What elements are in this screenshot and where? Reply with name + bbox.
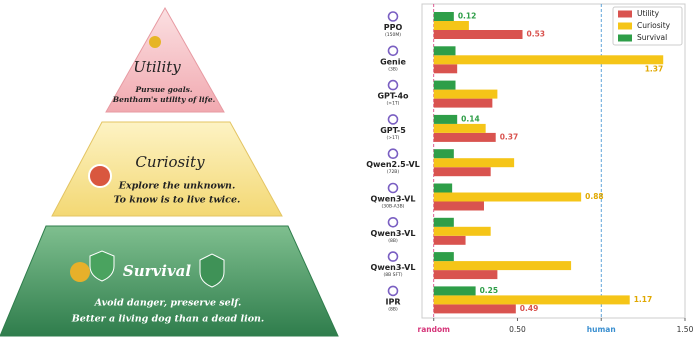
bar [433,304,516,314]
model-icon [387,114,399,125]
bar [433,183,453,193]
value-label: 1.17 [634,295,653,304]
bar [433,12,454,21]
bar [433,46,456,56]
x-tick-label: random [418,325,451,334]
y-tick-label: GPT-4o [377,92,409,101]
legend-label: Curiosity [637,21,671,30]
x-tick-label: human [587,325,616,334]
bar [433,64,458,74]
bar [433,149,454,159]
bar-chart: random 0.50 human 1.50 PPO(150M) 0.53 0.12 Geni… [366,3,694,334]
y-tick-label: Genie [380,57,406,66]
x-tick-label: 1.50 [677,325,694,334]
model-icon [387,45,399,57]
x-tick-label: 0.50 [509,325,526,334]
model-icon [387,251,399,262]
value-label: 0.12 [458,12,477,21]
bar [433,114,458,124]
y-tick-sublabel: (3B) [388,66,398,72]
y-tick-label: Qwen2.5-VL [366,160,420,169]
y-tick-label: PPO [384,23,403,32]
bar [433,30,523,39]
model-icon [387,79,399,91]
model-icon [387,148,399,159]
legend-label: Survival [637,33,667,42]
y-tick-sublabel: (8B) [388,306,398,312]
bar [433,252,454,262]
value-label: 0.25 [480,286,499,295]
shield-icon [199,253,225,288]
tier-text: Bentham's utility of life. [112,95,216,104]
tier-title: Survival [123,262,191,280]
value-label: 0.14 [461,114,480,123]
bar [433,80,456,90]
compass-icon [88,164,112,188]
model-icon [387,217,399,228]
utility-tier [105,6,225,113]
value-label: 0.53 [527,30,546,39]
bar [433,235,466,245]
tier-text: To know is to live twice. [114,195,241,206]
bar [433,167,491,177]
crown-icon [149,36,161,48]
model-icon [387,285,399,297]
value-label: 0.88 [585,192,604,201]
tier-title: Curiosity [135,153,205,171]
bar [433,132,496,142]
tier-title: Utility [133,58,181,76]
y-tick-sublabel: (72B) [387,169,400,175]
bar [433,21,469,30]
value-label: 0.37 [500,132,519,141]
bar [433,98,493,108]
bar [433,261,572,271]
y-tick-sublabel: (8B) [388,238,398,244]
bar [433,226,491,236]
model-icon [387,11,399,22]
tier-text: Avoid danger, preserve self. [94,298,242,309]
tier-text: Better a living dog than a dead lion. [71,314,265,325]
y-tick-label: GPT-5 [380,126,406,135]
survival-tier [0,225,339,337]
shield-icon [89,250,115,282]
value-label: 1.37 [645,64,664,73]
y-tick-sublabel: (150M) [385,32,401,38]
y-tick-label: Qwen3-VL [371,229,416,238]
legend-swatch [618,10,632,18]
bar [433,270,498,280]
legend-label: Utility [637,9,660,18]
y-tick-label: IPR [386,297,401,306]
y-tick-sublabel: (>1T) [387,135,400,141]
bar [433,295,630,305]
bar [433,192,582,202]
bar [433,158,515,168]
bar [433,89,498,99]
bar [433,55,664,65]
model-icon [387,182,399,194]
coins-icon [70,262,90,282]
bar [433,201,484,211]
y-tick-sublabel: (8B SFT) [383,272,402,278]
y-tick-label: Qwen3-VL [371,195,416,204]
y-tick-sublabel: (30B-A3B) [382,204,405,210]
bar [433,217,454,227]
bar [433,123,486,133]
plot-frame [421,3,686,319]
y-tick-sublabel: (>1T) [387,101,400,107]
pyramid: Utility Pursue goals. Bentham's utility … [0,6,339,337]
bar [433,286,476,296]
tier-text: Explore the unknown. [118,181,236,192]
tier-text: Pursue goals. [135,85,193,94]
y-tick-label: Qwen3-VL [371,263,416,272]
legend-swatch [618,22,632,30]
legend-swatch [618,34,632,42]
curiosity-tier [51,121,283,217]
value-label: 0.49 [520,304,539,313]
